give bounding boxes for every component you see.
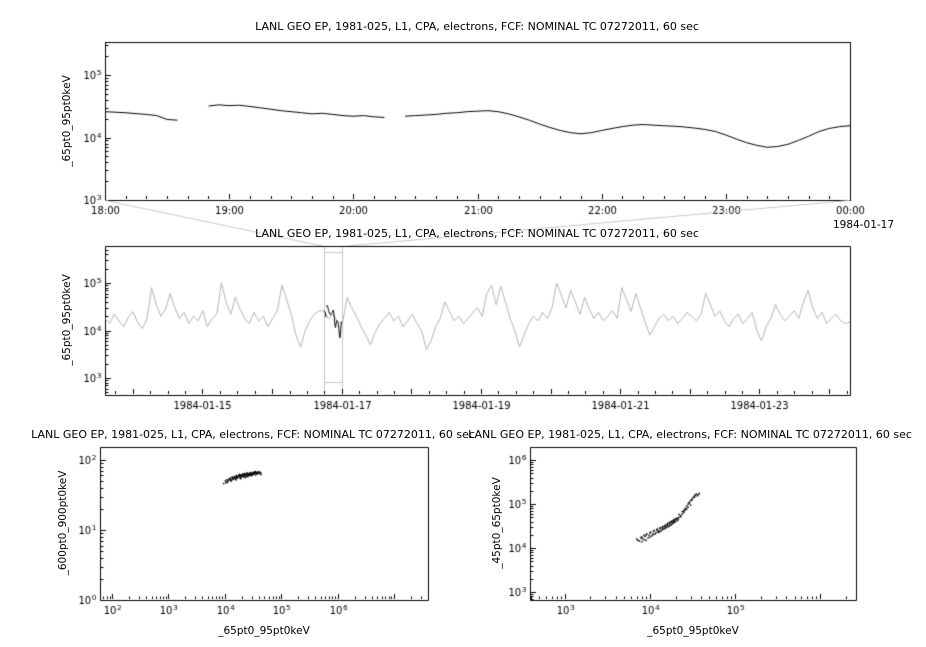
panel4-plot-area[interactable] [530, 447, 856, 600]
panel1-title: LANL GEO EP, 1981-025, L1, CPA, electron… [255, 20, 699, 33]
panel2-y-axis-label: _65pt0_95pt0keV [61, 274, 73, 366]
panel2-plot-area[interactable] [105, 246, 850, 395]
panel1-y-axis-label: _65pt0_95pt0keV [61, 75, 73, 167]
panel4-title: LANL GEO EP, 1981-025, L1, CPA, electron… [468, 428, 912, 441]
panel4-x-axis-label: _65pt0_95pt0keV [647, 625, 739, 637]
zoom-selection-handle[interactable] [324, 246, 342, 395]
panel1-end-date-label: 1984-01-17 [833, 219, 895, 231]
panel3-x-axis-label: _65pt0_95pt0keV [218, 625, 310, 637]
panel1-plot-area[interactable] [105, 42, 850, 200]
panel2-title: LANL GEO EP, 1981-025, L1, CPA, electron… [255, 227, 699, 240]
panel4-y-axis-label: _45pt0_65pt0keV [491, 477, 503, 569]
panel3-plot-area[interactable] [100, 447, 428, 600]
panel3-y-axis-label: _600pt0_900pt0keV [57, 470, 69, 576]
panel3-title: LANL GEO EP, 1981-025, L1, CPA, electron… [31, 428, 475, 441]
